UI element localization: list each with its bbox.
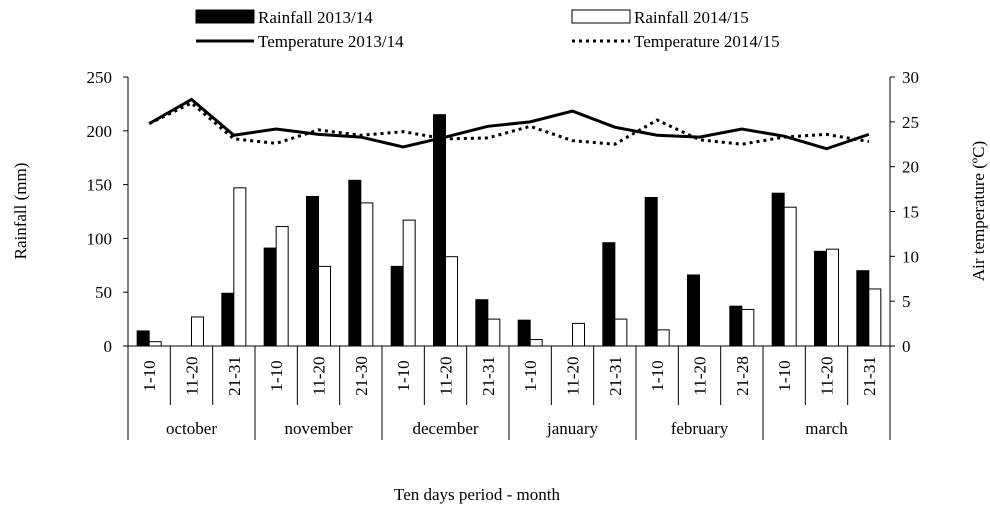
y-tick-label: 150 [87, 176, 113, 195]
legend-label: Temperature 2014/15 [634, 32, 780, 51]
bar [814, 250, 827, 347]
y2-tick-label: 30 [902, 68, 919, 87]
y2-tick-label: 0 [902, 337, 911, 356]
bar [318, 265, 331, 347]
y-tick-label: 200 [87, 122, 113, 141]
bar [741, 308, 755, 347]
x-tick-label: 1-10 [521, 360, 540, 391]
bar [729, 305, 743, 347]
bar [517, 319, 531, 347]
x-tick-label: 21-31 [479, 356, 498, 396]
bar [771, 192, 785, 347]
x-tick-label: 11-20 [691, 356, 710, 395]
x-tick-label: 1-10 [394, 360, 413, 391]
x-tick-label: 21-31 [225, 356, 244, 396]
month-label: november [285, 419, 353, 438]
x-tick-label: 21-28 [733, 356, 752, 396]
x-tick-label: 21-31 [606, 356, 625, 396]
x-tick-label: 1-10 [648, 360, 667, 391]
y2-tick-label: 25 [902, 113, 919, 132]
month-label: march [805, 419, 848, 438]
month-label: october [166, 419, 217, 438]
bar [445, 256, 458, 347]
bar [656, 329, 670, 347]
x-tick-label: 11-20 [310, 356, 329, 395]
bar [402, 219, 416, 347]
x-axis-title: Ten days period - month [394, 485, 560, 504]
y2-tick-label: 15 [902, 203, 919, 222]
y-tick-label: 50 [95, 283, 112, 302]
legend-label: Rainfall 2014/15 [634, 8, 749, 27]
legend-swatch [571, 9, 631, 24]
x-tick-label: 11-20 [437, 356, 456, 395]
legend-label: Rainfall 2013/14 [258, 8, 373, 27]
x-tick-label: 21-31 [860, 356, 879, 396]
y2-tick-label: 20 [902, 158, 919, 177]
x-tick-label: 1-10 [267, 360, 286, 391]
y2-axis-title: Air temperature (ºC) [969, 141, 988, 281]
bar [275, 226, 289, 347]
bar [221, 292, 235, 347]
bar [390, 265, 404, 347]
bar [614, 318, 628, 347]
legend-label: Temperature 2013/14 [258, 32, 404, 51]
bar [433, 114, 446, 347]
month-label: january [546, 419, 598, 438]
month-label: february [671, 419, 729, 438]
legend-swatch [195, 9, 255, 24]
bar [306, 195, 319, 347]
line [148, 97, 870, 151]
x-tick-label: 11-20 [564, 356, 583, 395]
x-tick-label: 1-10 [775, 360, 794, 391]
bar [148, 341, 162, 347]
y-tick-label: 250 [87, 68, 113, 87]
bar [856, 270, 870, 347]
bar [868, 288, 882, 347]
x-tick-label: 21-30 [352, 356, 371, 396]
month-label: december [412, 419, 478, 438]
bar [360, 202, 374, 347]
bar [572, 322, 585, 347]
bar [263, 247, 277, 347]
x-tick-label: 1-10 [140, 360, 159, 391]
bar [644, 197, 658, 347]
x-tick-label: 11-20 [818, 356, 837, 395]
bar [529, 339, 543, 347]
x-tick-label: 11-20 [183, 356, 202, 395]
y-tick-label: 100 [87, 229, 113, 248]
bar [136, 330, 150, 347]
bar [191, 316, 204, 347]
bar [602, 242, 616, 347]
bar [348, 179, 362, 347]
y2-tick-label: 10 [902, 247, 919, 266]
y2-tick-label: 5 [902, 292, 911, 311]
bar [487, 318, 501, 347]
y-axis-title: Rainfall (mm) [11, 163, 30, 260]
bar [475, 299, 489, 347]
bar [687, 274, 700, 347]
bar [783, 206, 797, 347]
bar [826, 248, 839, 347]
y-tick-label: 0 [104, 337, 113, 356]
bar [233, 187, 247, 347]
